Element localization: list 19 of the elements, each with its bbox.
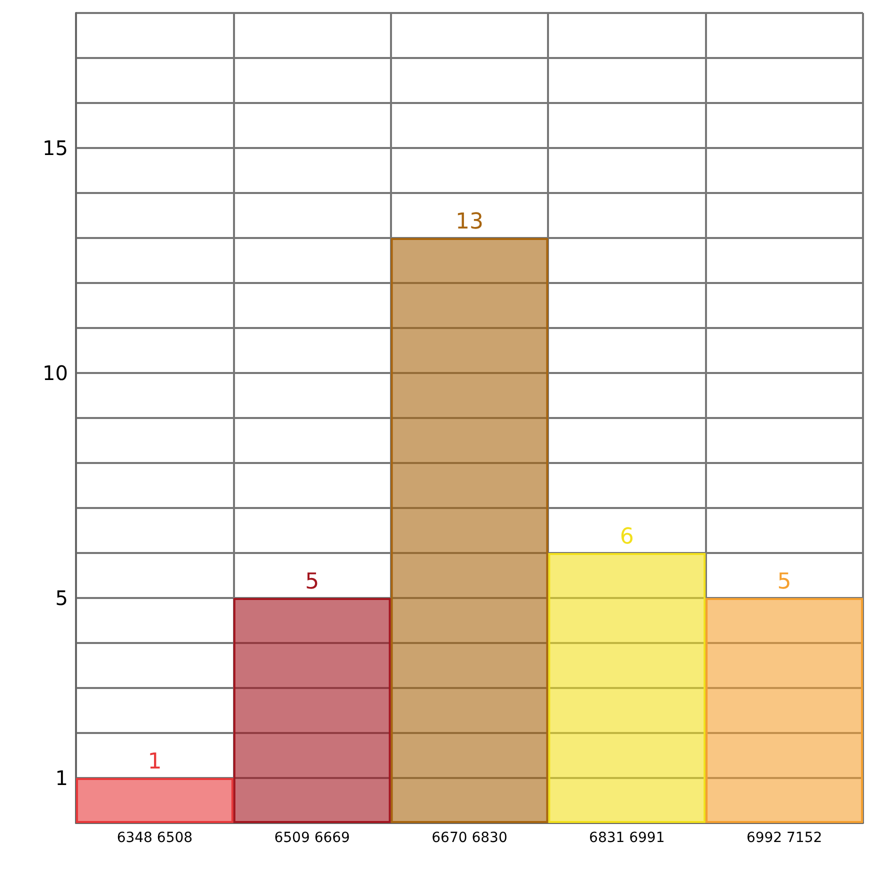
y-tick-label: 5 bbox=[55, 586, 68, 610]
data-label: 6 bbox=[620, 524, 634, 550]
y-tick-label: 15 bbox=[42, 136, 68, 160]
x-tick-label: 6992 7152 bbox=[746, 830, 822, 846]
bar bbox=[233, 598, 391, 823]
bar bbox=[390, 238, 548, 823]
x-tick-label: 6348 6508 bbox=[116, 830, 193, 846]
x-tick-label: 6670 6830 bbox=[432, 830, 508, 846]
bar bbox=[706, 598, 863, 823]
bar bbox=[76, 778, 234, 823]
x-tick-label: 6509 6669 bbox=[274, 830, 350, 846]
data-label: 5 bbox=[305, 570, 320, 594]
data-label: 5 bbox=[777, 570, 792, 594]
data-label: 1 bbox=[148, 750, 162, 774]
y-tick-label: 1 bbox=[55, 766, 68, 790]
bar bbox=[548, 553, 706, 823]
x-tick-label: 6831 6991 bbox=[589, 830, 665, 846]
y-tick-label: 10 bbox=[42, 361, 68, 385]
data-label: 13 bbox=[456, 210, 484, 234]
